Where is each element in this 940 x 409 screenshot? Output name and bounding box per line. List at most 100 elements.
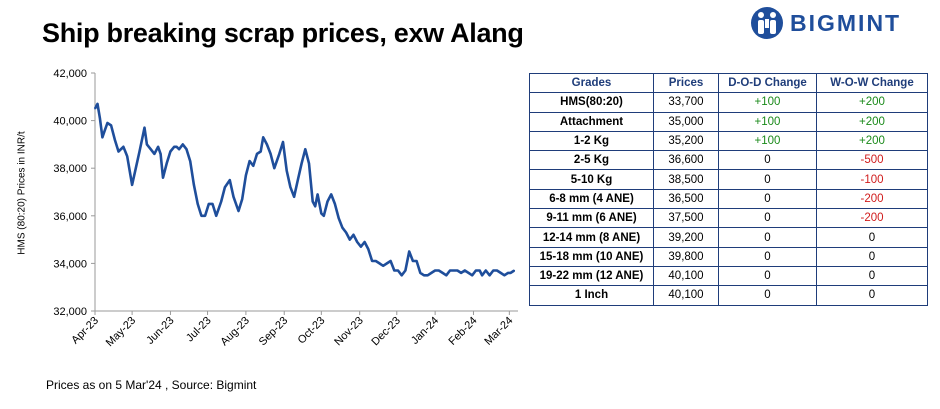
x-tick-label: Oct-23 bbox=[296, 315, 328, 347]
hms-price-point bbox=[363, 241, 366, 243]
y-tick-label: 34,000 bbox=[53, 258, 87, 270]
hms-price-point bbox=[356, 241, 359, 243]
wow-change-cell: +200 bbox=[816, 92, 928, 113]
hms-price-point bbox=[375, 260, 377, 262]
wow-change-cell: 0 bbox=[816, 246, 928, 267]
hms-price-point bbox=[211, 203, 214, 205]
hms-price-point bbox=[334, 203, 336, 205]
hms-price-point bbox=[467, 272, 470, 274]
table-row: 1 Inch 40,100 0 0 bbox=[529, 285, 928, 306]
hms-price-point bbox=[408, 250, 411, 253]
hms-price-point bbox=[104, 129, 106, 131]
x-tick-label: Aug-23 bbox=[218, 315, 252, 349]
price-cell: 40,100 bbox=[653, 265, 719, 287]
x-tick-label: Mar-24 bbox=[482, 315, 515, 348]
grade-cell: 15-18 mm (10 ANE) bbox=[529, 246, 654, 267]
grade-cell: 1 Inch bbox=[529, 285, 654, 306]
hms-price-point bbox=[415, 260, 418, 262]
hms-price-point bbox=[273, 167, 276, 169]
hms-price-point bbox=[220, 200, 222, 203]
hms-price-point bbox=[135, 167, 137, 169]
hms-price-point bbox=[162, 176, 164, 179]
table-body: HMS(80:20) 33,700 +100 +200 Attachment 35,000… bbox=[529, 92, 928, 306]
hms-price-point bbox=[131, 184, 133, 186]
hms-price-point bbox=[175, 146, 178, 148]
hms-price-point bbox=[434, 269, 436, 272]
hms-price-point bbox=[157, 146, 159, 148]
hms-price-point bbox=[509, 272, 512, 274]
grade-cell: 19-22 mm (12 ANE) bbox=[529, 265, 654, 287]
price-cell: 40,100 bbox=[653, 285, 719, 306]
hms-price-point bbox=[308, 162, 310, 165]
hms-price-point bbox=[256, 153, 258, 155]
dod-change-cell: 0 bbox=[718, 285, 817, 306]
table-header-row: Grades Prices D-O-D Change W-O-W Change bbox=[529, 72, 928, 94]
grade-cell: 6-8 mm (4 ANE) bbox=[529, 188, 654, 210]
hms-price-point bbox=[341, 226, 344, 229]
hms-price-point bbox=[289, 186, 292, 188]
hms-price-point bbox=[215, 215, 217, 217]
hms-price-point bbox=[449, 269, 451, 272]
hms-price-point bbox=[496, 269, 498, 272]
hms-price-point bbox=[503, 274, 506, 277]
wow-change-cell: 0 bbox=[816, 227, 928, 248]
grade-cell: 12-14 mm (8 ANE) bbox=[529, 227, 654, 248]
hms-price-point bbox=[507, 272, 509, 274]
hms-price-point bbox=[345, 231, 347, 234]
wow-change-cell: +200 bbox=[816, 111, 928, 132]
hms-price-point bbox=[326, 200, 329, 203]
grade-cell: 9-11 mm (6 ANE) bbox=[529, 208, 654, 229]
hms-price-point bbox=[278, 153, 281, 155]
price-cell: 37,500 bbox=[653, 208, 719, 229]
hms-price-point bbox=[282, 141, 284, 143]
hms-price-point bbox=[499, 272, 502, 274]
brand-name: BIGMINT bbox=[790, 10, 902, 36]
hms-price-point bbox=[165, 162, 168, 165]
hms-price-point bbox=[438, 269, 440, 272]
hms-price-point bbox=[149, 148, 152, 150]
hms-price-point bbox=[314, 205, 317, 208]
x-tick-label: Jun-23 bbox=[144, 315, 176, 347]
hms-price-point bbox=[293, 196, 295, 198]
hms-price-point bbox=[169, 150, 172, 153]
brand-logo: BIGMINT bbox=[750, 6, 930, 40]
hms-price-point bbox=[126, 155, 128, 158]
x-tick-label: Nov-23 bbox=[332, 315, 366, 349]
grade-cell: HMS(80:20) bbox=[529, 92, 654, 113]
y-tick-label: 42,000 bbox=[53, 68, 87, 80]
hms-price-point bbox=[217, 207, 220, 210]
x-tick-label: Dec-23 bbox=[369, 315, 403, 349]
wow-change-cell: -100 bbox=[816, 169, 928, 190]
hms-price-point bbox=[262, 136, 265, 139]
table-row: 6-8 mm (4 ANE) 36,500 0 -200 bbox=[529, 188, 928, 210]
table-row: 2-5 Kg 36,600 0 -500 bbox=[529, 150, 928, 171]
price-table: Grades Prices D-O-D Change W-O-W Change … bbox=[529, 72, 928, 306]
hms-price-point bbox=[386, 262, 388, 265]
grade-cell: 5-10 Kg bbox=[529, 169, 654, 190]
y-tick-label: 38,000 bbox=[53, 163, 87, 175]
hms-price-point bbox=[138, 150, 141, 153]
hms-price-point bbox=[106, 122, 109, 124]
hms-price-point bbox=[397, 269, 399, 272]
price-cell: 35,000 bbox=[653, 111, 719, 132]
hms-price-point bbox=[513, 269, 516, 272]
hms-price-point bbox=[146, 143, 148, 146]
hms-price-point bbox=[349, 238, 351, 241]
wow-change-cell: -200 bbox=[816, 208, 928, 229]
hms-price-point bbox=[110, 124, 112, 127]
dod-change-cell: +100 bbox=[718, 111, 817, 132]
hms-price-point bbox=[122, 146, 125, 148]
hms-price-point bbox=[173, 146, 175, 148]
price-cell: 36,600 bbox=[653, 150, 719, 171]
hms-price-point bbox=[481, 274, 483, 277]
price-cell: 38,500 bbox=[653, 169, 719, 190]
hms-price-point bbox=[196, 203, 199, 205]
wow-change-cell: 0 bbox=[816, 285, 928, 306]
price-cell: 39,800 bbox=[653, 246, 719, 267]
wow-change-cell: +200 bbox=[816, 130, 928, 152]
hms-price-point bbox=[452, 269, 455, 272]
hms-price-point bbox=[485, 269, 487, 272]
hms-price-point bbox=[237, 210, 240, 212]
hms-price-point bbox=[200, 215, 203, 217]
hms-price-point bbox=[426, 274, 429, 277]
